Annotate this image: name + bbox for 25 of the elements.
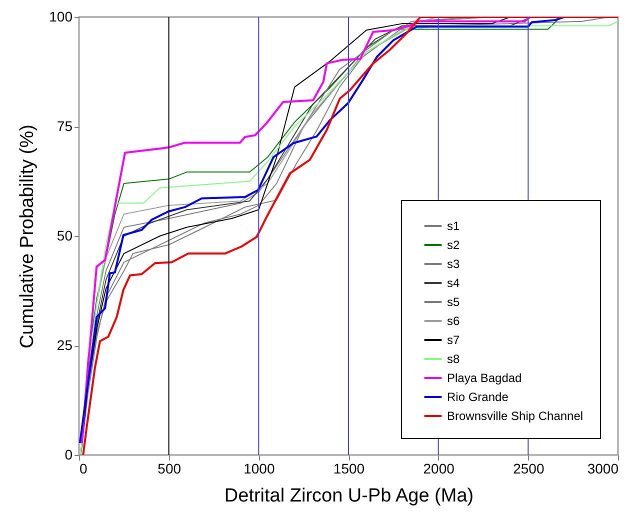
legend-label: s5	[447, 295, 460, 309]
y-tick-label: 25	[56, 337, 73, 353]
x-axis-title: Detrital Zircon U-Pb Age (Ma)	[224, 486, 474, 506]
legend-label: Playa Bagdad	[447, 371, 522, 385]
y-tick-label: 75	[56, 118, 73, 134]
legend-label: s4	[447, 276, 460, 290]
x-tick-label: 1000	[244, 460, 275, 476]
legend-label: Rio Grande	[447, 390, 509, 404]
legend-label: s8	[447, 352, 460, 366]
x-tick-label: 3000	[587, 460, 619, 476]
x-tick-label: 0	[80, 460, 88, 476]
y-tick-label: 0	[64, 446, 73, 462]
y-axis-title: Cumulative Probability (%)	[17, 124, 38, 348]
y-tick-label: 100	[49, 8, 73, 24]
x-tick-label: 2500	[513, 460, 544, 476]
y-tick-label: 50	[56, 228, 73, 244]
legend-label: s3	[447, 257, 460, 271]
x-tick-label: 2000	[423, 460, 455, 476]
legend-label: s2	[447, 238, 460, 252]
x-tick-label: 500	[158, 460, 182, 476]
legend-label: s6	[447, 314, 460, 328]
legend-label: Brownsville Ship Channel	[447, 409, 584, 423]
x-tick-label: 1500	[333, 460, 365, 476]
legend-label: s1	[447, 219, 460, 233]
legend-label: s7	[447, 333, 460, 347]
